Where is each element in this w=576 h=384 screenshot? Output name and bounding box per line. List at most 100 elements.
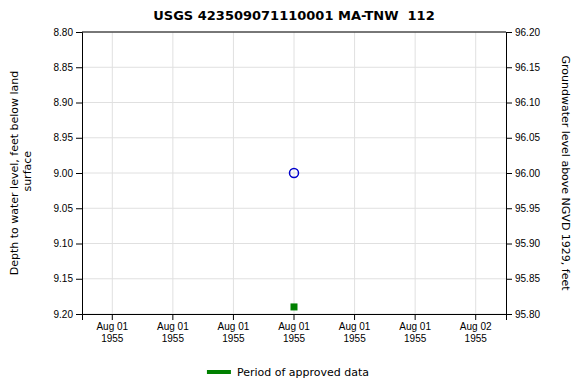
tick-mark bbox=[112, 314, 113, 320]
tick-label: 9.20 bbox=[54, 309, 74, 320]
tick-mark bbox=[172, 314, 173, 320]
y2-axis: 96.20 96.15 96.10 96.05 96.00 95.95 95.90 95.85… bbox=[506, 27, 540, 320]
tick-mark bbox=[76, 32, 82, 33]
grid-line bbox=[475, 32, 476, 314]
tick-label: Aug 011955 bbox=[96, 321, 128, 344]
x-axis: Aug 011955 Aug 011955 Aug 011955 Aug 011955… bbox=[83, 314, 507, 344]
tick: 96.20 bbox=[506, 27, 540, 38]
tick-label: 8.90 bbox=[54, 97, 74, 108]
y-axis-label: Depth to water level, feet below land su… bbox=[8, 71, 34, 276]
tick-mark bbox=[233, 314, 234, 320]
grid-line bbox=[354, 32, 355, 314]
marks bbox=[290, 169, 299, 310]
grid-line bbox=[233, 32, 234, 314]
tick: 9.05 bbox=[54, 203, 82, 214]
tick: 95.80 bbox=[506, 309, 540, 320]
tick-label: Aug 021955 bbox=[460, 321, 492, 344]
grid-line bbox=[172, 32, 173, 314]
tick: Aug 011955 bbox=[339, 314, 371, 344]
tick-label: 96.05 bbox=[515, 132, 540, 143]
tick: Aug 011955 bbox=[218, 314, 250, 344]
tick-label: 96.20 bbox=[515, 27, 540, 38]
title: USGS 423509071110001 MA-TNW 112 bbox=[153, 8, 434, 23]
tick: 96.00 bbox=[506, 168, 540, 179]
grid bbox=[82, 32, 506, 314]
point bbox=[291, 304, 297, 310]
tick: 8.95 bbox=[54, 132, 82, 143]
tick: 9.00 bbox=[54, 168, 82, 179]
tick-mark bbox=[475, 314, 476, 320]
tick: 8.85 bbox=[54, 62, 82, 73]
tick-mark bbox=[506, 32, 512, 33]
tick-mark bbox=[76, 279, 82, 280]
tick-label: 8.95 bbox=[54, 132, 74, 143]
tick-label: 9.00 bbox=[54, 168, 74, 179]
tick-mark bbox=[506, 138, 512, 139]
tick-mark bbox=[76, 314, 82, 315]
legend-swatch bbox=[207, 370, 231, 374]
tick: 96.05 bbox=[506, 132, 540, 143]
tick-mark bbox=[415, 314, 416, 320]
tick: 95.95 bbox=[506, 203, 540, 214]
tick-mark bbox=[76, 244, 82, 245]
axis-line bbox=[507, 33, 513, 315]
grid-line bbox=[415, 32, 416, 314]
tick: 96.15 bbox=[506, 62, 540, 73]
tick-mark bbox=[76, 67, 82, 68]
tick: 9.20 bbox=[54, 309, 82, 320]
grid-line bbox=[112, 32, 113, 314]
tick: Aug 021955 bbox=[460, 314, 492, 344]
tick-mark bbox=[506, 173, 512, 174]
chart: 8.80 8.85 8.90 8.95 9.00 9.05 9.10 9.15 9.20 96.2… bbox=[0, 0, 576, 384]
tick-label: 95.90 bbox=[515, 238, 540, 249]
tick-mark bbox=[506, 208, 512, 209]
tick: 96.10 bbox=[506, 97, 540, 108]
grid-line bbox=[294, 32, 295, 314]
tick: Aug 011955 bbox=[399, 314, 431, 344]
tick: 95.85 bbox=[506, 273, 540, 284]
tick-mark bbox=[294, 314, 295, 320]
tick-mark bbox=[506, 67, 512, 68]
tick: Aug 011955 bbox=[96, 314, 128, 344]
point bbox=[290, 169, 299, 178]
tick-mark bbox=[506, 103, 512, 104]
tick-mark bbox=[76, 138, 82, 139]
tick-mark bbox=[506, 279, 512, 280]
tick-label: Aug 011955 bbox=[157, 321, 189, 344]
tick-label: 9.15 bbox=[54, 273, 74, 284]
y2-axis-label: Groundwater level above NGVD 1929, feet bbox=[559, 55, 572, 291]
tick: 8.80 bbox=[54, 27, 82, 38]
tick-mark bbox=[354, 314, 355, 320]
tick-label: 95.85 bbox=[515, 273, 540, 284]
tick: 9.15 bbox=[54, 273, 82, 284]
tick-mark bbox=[76, 103, 82, 104]
legend-item: Period of approved data bbox=[207, 366, 369, 379]
legend-label: Period of approved data bbox=[237, 366, 369, 379]
axis-line bbox=[76, 33, 83, 315]
tick: Aug 011955 bbox=[157, 314, 189, 344]
axis-line bbox=[83, 315, 507, 321]
tick-label: Aug 011955 bbox=[399, 321, 431, 344]
plot: 8.80 8.85 8.90 8.95 9.00 9.05 9.10 9.15 9.20 96.2… bbox=[54, 27, 541, 344]
legend: Period of approved data bbox=[207, 366, 369, 379]
tick-label: 9.10 bbox=[54, 238, 74, 249]
tick-mark bbox=[76, 173, 82, 174]
tick-mark bbox=[506, 244, 512, 245]
tick: 8.90 bbox=[54, 97, 82, 108]
grid-line bbox=[82, 32, 506, 33]
tick-label: Aug 011955 bbox=[339, 321, 371, 344]
tick-label: 96.15 bbox=[515, 62, 540, 73]
y-axis: 8.80 8.85 8.90 8.95 9.00 9.05 9.10 9.15 9.20 bbox=[54, 27, 83, 320]
tick-label: Aug 011955 bbox=[278, 321, 310, 344]
tick-label: 8.85 bbox=[54, 62, 74, 73]
tick-label: 95.95 bbox=[515, 203, 540, 214]
tick-label: 96.00 bbox=[515, 168, 540, 179]
tick-label: 9.05 bbox=[54, 203, 74, 214]
plot-frame bbox=[82, 32, 506, 33]
tick-label: 96.10 bbox=[515, 97, 540, 108]
tick-label: 95.80 bbox=[515, 309, 540, 320]
tick: 95.90 bbox=[506, 238, 540, 249]
tick-mark bbox=[76, 208, 82, 209]
tick: 9.10 bbox=[54, 238, 82, 249]
tick-label: 8.80 bbox=[54, 27, 74, 38]
